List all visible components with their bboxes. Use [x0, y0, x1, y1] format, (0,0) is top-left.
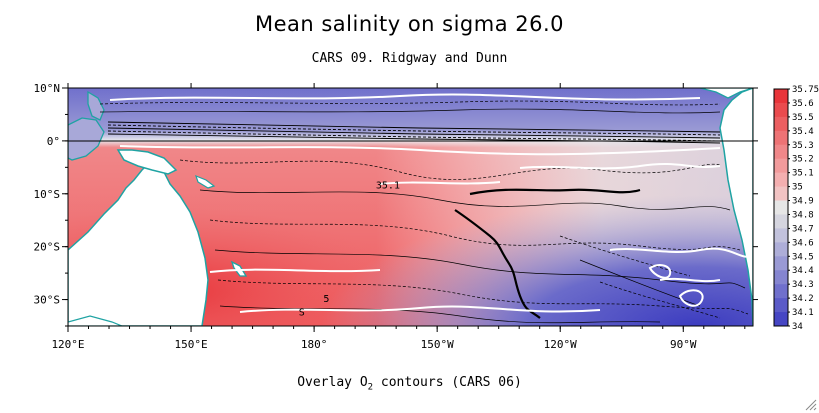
- colorbar-label: 34: [792, 322, 803, 332]
- salinity-colorbar: 35.75 35.6 35.5 35.4 35.3 35.2 35.1 35 34.9 34.8 3…: [773, 85, 819, 332]
- colorbar-swatch: [774, 200, 788, 215]
- colorbar-label: 34.2: [792, 294, 814, 304]
- colorbar-label: 35.6: [792, 99, 814, 109]
- lat-tick-label: 30°S: [34, 294, 61, 307]
- colorbar-label: 34.1: [792, 308, 814, 318]
- resize-grip-icon[interactable]: [803, 397, 817, 411]
- colorbar-label: 35.1: [792, 169, 814, 179]
- lat-tick-label: 10°N: [34, 82, 61, 95]
- colorbar-swatch: [774, 242, 788, 257]
- contour-label: 5: [323, 294, 329, 305]
- philippines-land: [87, 90, 105, 121]
- land-masses: [68, 88, 753, 326]
- latitude-axis: 10°N 0° 10°S 20°S 30°S: [34, 82, 758, 327]
- lon-tick-label: 120°E: [51, 338, 84, 351]
- map-subtitle: CARS 09. Ridgway and Dunn: [311, 51, 508, 66]
- colorbar-swatch: [774, 214, 788, 229]
- lon-tick-label: 180°: [301, 338, 328, 351]
- overlay-caption-suffix: contours (CARS 06): [373, 375, 522, 390]
- colorbar-label: 34.9: [792, 197, 814, 207]
- colorbar-swatch: [774, 298, 788, 313]
- australia-land: [68, 158, 209, 326]
- colorbar-label: 34.8: [792, 210, 814, 220]
- colorbar-swatch: [774, 144, 788, 160]
- colorbar-swatch: [774, 312, 788, 327]
- new-guinea-land: [116, 149, 178, 175]
- lon-tick-label: 150°W: [421, 338, 454, 351]
- contour-labels: 35.1 5 S: [299, 180, 400, 318]
- colorbar-swatch: [774, 158, 788, 174]
- overlay-caption-prefix: Overlay O: [297, 375, 368, 390]
- colorbar-label: 35.3: [792, 141, 814, 151]
- indonesia-land: [68, 117, 105, 161]
- solomon-islands-land: [195, 174, 216, 189]
- lat-tick-label: 0°: [47, 135, 60, 148]
- new-zealand-land: [68, 315, 123, 326]
- lat-tick-label: 10°S: [34, 188, 61, 201]
- lon-tick-label: 150°E: [174, 338, 207, 351]
- longitude-axis: 120°E 150°E 180° 150°W 120°W 90°W: [51, 83, 746, 351]
- colorbar-label: 35.75: [792, 85, 819, 95]
- overlay-caption: Overlay O2 contours (CARS 06): [0, 375, 819, 393]
- colorbar-label: 35.4: [792, 127, 814, 137]
- colorbar-swatch: [774, 284, 788, 299]
- colorbar-swatch: [774, 89, 788, 104]
- overlay-caption-subscript: 2: [367, 382, 374, 393]
- central-america-land: [699, 88, 753, 99]
- lon-tick-label: 120°W: [544, 338, 577, 351]
- colorbar-swatch: [774, 256, 788, 271]
- colorbar-swatch: [774, 116, 788, 132]
- contour-label: 35.1: [376, 180, 400, 191]
- colorbar-swatch: [774, 172, 788, 188]
- colorbar-label: 35.5: [792, 113, 814, 123]
- map-panel: 35.1 5 S: [68, 88, 753, 326]
- colorbar-swatch: [774, 270, 788, 285]
- colorbar-label: 35.2: [792, 155, 814, 165]
- o2-contours: [109, 93, 751, 313]
- colorbar-swatch: [774, 102, 788, 118]
- colorbar-label: 34.6: [792, 238, 814, 248]
- colorbar-label: 34.4: [792, 266, 814, 276]
- contour-label: S: [299, 307, 305, 318]
- lat-tick-label: 20°S: [34, 241, 61, 254]
- colorbar-label: 34.3: [792, 280, 814, 290]
- colorbar-swatch: [774, 228, 788, 243]
- salinity-contours: [99, 100, 749, 324]
- colorbar-label: 34.7: [792, 224, 814, 234]
- colorbar-label: 34.5: [792, 252, 814, 262]
- map-title: Mean salinity on sigma 26.0: [254, 12, 565, 36]
- south-america-land: [719, 88, 753, 326]
- lon-tick-label: 90°W: [670, 338, 697, 351]
- colorbar-frame: [773, 88, 789, 327]
- map-frame: [67, 87, 754, 327]
- colorbar-swatch: [774, 186, 788, 202]
- contour-35-0-bold: [454, 188, 641, 319]
- colorbar-label: 35: [792, 183, 803, 193]
- colorbar-swatch: [774, 130, 788, 146]
